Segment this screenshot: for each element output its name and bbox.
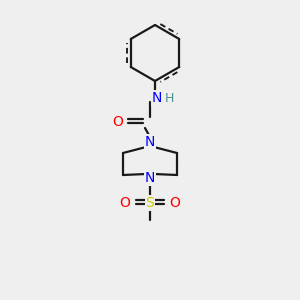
Text: S: S: [146, 196, 154, 210]
Text: N: N: [152, 91, 162, 105]
Text: O: O: [169, 196, 180, 210]
Text: N: N: [145, 171, 155, 185]
Text: H: H: [164, 92, 174, 106]
Text: O: O: [112, 115, 123, 129]
Text: O: O: [120, 196, 130, 210]
Text: N: N: [145, 135, 155, 149]
